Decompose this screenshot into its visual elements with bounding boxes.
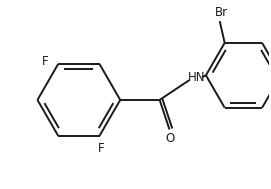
Text: F: F: [98, 142, 105, 155]
Text: F: F: [42, 55, 49, 68]
Text: O: O: [166, 132, 175, 145]
Text: HN: HN: [188, 71, 206, 84]
Text: Br: Br: [215, 6, 228, 19]
